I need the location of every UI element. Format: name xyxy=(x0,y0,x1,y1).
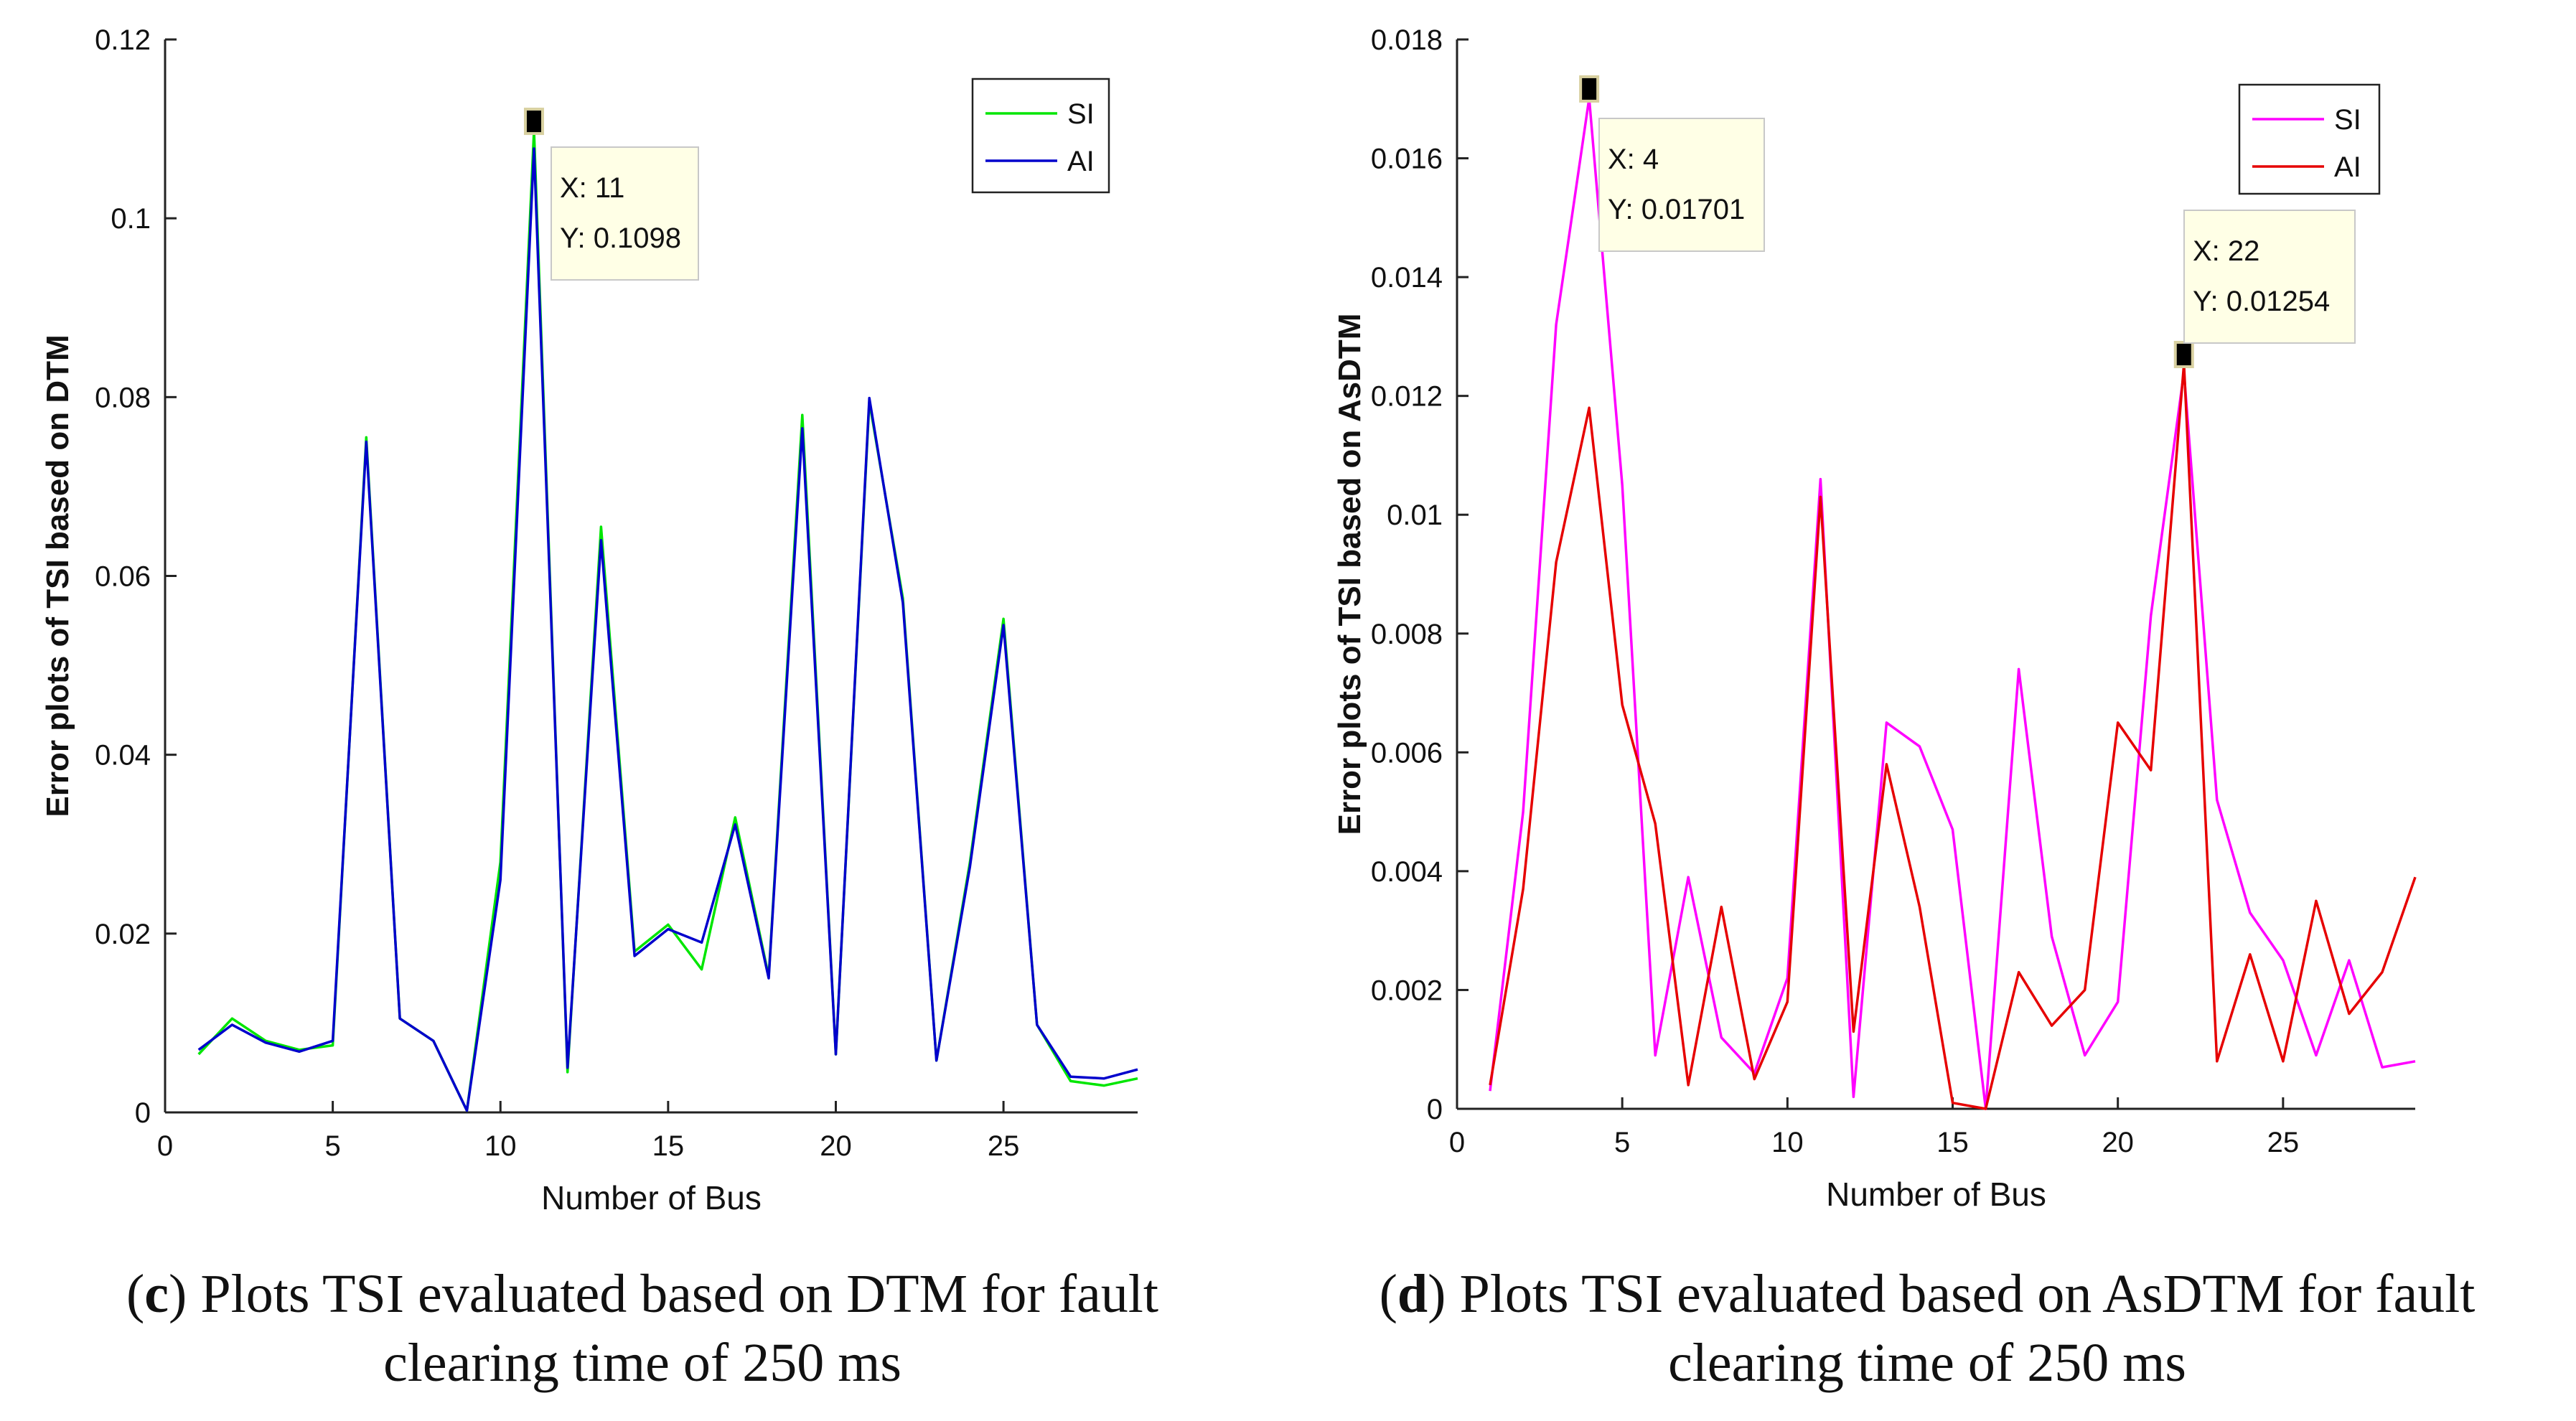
chart-d-legend-label-ai: AI xyxy=(2334,151,2361,183)
chart-d-y-tick-label: 0.016 xyxy=(1371,144,1443,175)
chart-d-datatip-box xyxy=(2183,210,2356,344)
chart-c-y-axis-label: Error plots of TSI based on DTM xyxy=(40,334,75,817)
chart-c-y-tick-label: 0.08 xyxy=(95,382,151,413)
chart-c-y-tick-label: 0.04 xyxy=(95,740,151,772)
chart-panel-c: 0 0.02 0.04 0.06 0.08 0.1 0.12 0 5 10 15 20 25 Number… xyxy=(40,24,1138,1216)
chart-c-datatip-box xyxy=(551,146,699,281)
caption-c-label: c xyxy=(144,1264,169,1324)
chart-c-y-tick-label: 0 xyxy=(135,1097,151,1129)
chart-c-x-axis-label: Number of Bus xyxy=(541,1179,762,1216)
chart-d-legend-label-si: SI xyxy=(2334,104,2361,136)
chart-c-y-tick-label: 0.1 xyxy=(111,203,151,235)
caption-d-line1: ) Plots TSI evaluated based on AsDTM for… xyxy=(1428,1264,2476,1324)
chart-c-y-tick-label: 0.12 xyxy=(95,24,151,56)
chart-d-x-axis-label: Number of Bus xyxy=(1826,1176,2046,1213)
chart-d-legend xyxy=(2238,83,2381,195)
caption-d: (d) Plots TSI evaluated based on AsDTM f… xyxy=(1285,1260,2570,1397)
chart-d-datatip-x-label: X: 4 xyxy=(1608,144,1659,175)
chart-d-y-tick-label: 0.018 xyxy=(1371,24,1443,56)
chart-d-y-tick-label: 0.008 xyxy=(1371,619,1443,650)
chart-c-legend-label-ai: AI xyxy=(1067,146,1095,177)
chart-c-legend xyxy=(971,78,1110,194)
chart-c-y-tick-label: 0.06 xyxy=(95,561,151,593)
chart-d-y-tick-label: 0.012 xyxy=(1371,381,1443,413)
chart-d-datatip-y-label: Y: 0.01254 xyxy=(2193,286,2330,317)
chart-d-x-tick-label: 20 xyxy=(2102,1127,2134,1158)
chart-d-datatip-x-label: X: 22 xyxy=(2193,235,2259,267)
chart-c-legend-label-si: SI xyxy=(1067,98,1095,130)
chart-c-datatip-marker xyxy=(523,108,544,136)
chart-d-x-tick-label: 0 xyxy=(1449,1127,1465,1158)
caption-d-label: d xyxy=(1397,1264,1428,1324)
chart-c-series-ai-line xyxy=(197,147,1138,1112)
chart-d-datatip-y-label: Y: 0.01701 xyxy=(1608,194,1745,225)
chart-d-x-tick-label: 10 xyxy=(1771,1127,1804,1158)
chart-d-y-tick-label: 0.006 xyxy=(1371,737,1443,769)
chart-d-y-tick-label: 0.01 xyxy=(1387,500,1443,531)
chart-c-datatip-y-label: Y: 0.1098 xyxy=(560,222,681,254)
chart-d-datatip-marker xyxy=(2173,340,2194,368)
chart-c-x-tick-label: 10 xyxy=(484,1130,517,1162)
chart-c-y-tick-label: 0.02 xyxy=(95,919,151,950)
chart-d-datatip-box xyxy=(1598,118,1765,252)
chart-d-x-tick-label: 25 xyxy=(2267,1127,2300,1158)
chart-c-x-tick-label: 0 xyxy=(157,1130,173,1162)
chart-d-y-axis-label: Error plots of TSI based on AsDTM xyxy=(1332,314,1367,835)
chart-d-y-tick-label: 0.002 xyxy=(1371,975,1443,1006)
chart-d-series-ai-line xyxy=(1489,362,2417,1110)
chart-d-series-si-line xyxy=(1489,97,2416,1110)
chart-d-x-tick-label: 5 xyxy=(1614,1127,1630,1158)
caption-c-line1: ) Plots TSI evaluated based on DTM for f… xyxy=(169,1264,1159,1324)
chart-d-y-tick-label: 0 xyxy=(1427,1094,1443,1125)
caption-d-line2: clearing time of 250 ms xyxy=(1668,1333,2186,1393)
chart-panel-d: 0 0.002 0.004 0.006 0.008 0.01 0.012 0.014 0.016… xyxy=(1332,24,2417,1213)
chart-c-x-tick-label: 25 xyxy=(988,1130,1020,1162)
chart-c-datatip-x-label: X: 11 xyxy=(560,172,624,204)
chart-d-datatip-marker xyxy=(1579,75,1600,103)
caption-c: (c) Plots TSI evaluated based on DTM for… xyxy=(0,1260,1285,1397)
chart-c-x-tick-label: 15 xyxy=(652,1130,685,1162)
chart-d-x-tick-label: 15 xyxy=(1936,1127,1969,1158)
chart-c-x-tick-label: 5 xyxy=(324,1130,340,1162)
chart-d-y-tick-label: 0.014 xyxy=(1371,262,1443,294)
chart-d-y-tick-label: 0.004 xyxy=(1371,856,1443,888)
caption-c-line2: clearing time of 250 ms xyxy=(383,1333,901,1393)
chart-c-x-tick-label: 20 xyxy=(820,1130,852,1162)
